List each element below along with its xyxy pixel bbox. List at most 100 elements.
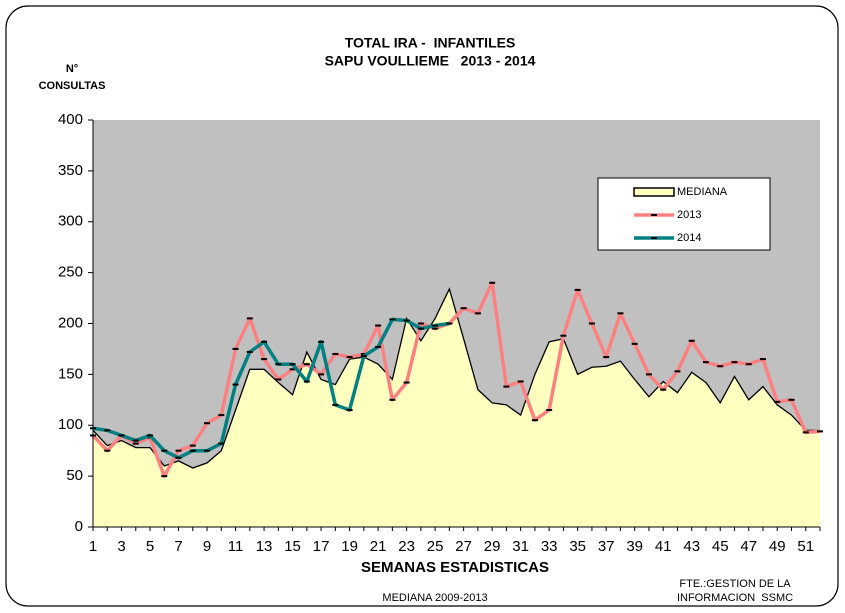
x-tick-label: 43 — [683, 538, 700, 555]
x-tick-label: 3 — [117, 538, 125, 555]
legend-label: 2014 — [677, 232, 701, 244]
marker — [389, 318, 396, 321]
marker — [161, 475, 168, 478]
line — [92, 317, 450, 460]
x-tick-label: 47 — [740, 538, 757, 555]
marker — [246, 350, 253, 353]
x-tick-label: 1 — [89, 538, 97, 555]
marker — [759, 358, 766, 361]
marker — [688, 339, 695, 342]
marker — [275, 378, 282, 381]
marker — [588, 322, 595, 325]
x-tick-label: 31 — [512, 538, 529, 555]
x-tick-label: 35 — [569, 538, 586, 555]
marker — [261, 358, 268, 361]
line — [91, 281, 821, 478]
marker — [731, 361, 738, 364]
marker — [745, 363, 752, 366]
y-tick-label: 0 — [75, 518, 83, 535]
marker — [346, 408, 353, 411]
marker — [774, 400, 781, 403]
x-tick-label: 25 — [427, 538, 444, 555]
x-tick-label: 37 — [598, 538, 615, 555]
y-tick-label: 300 — [58, 213, 83, 230]
marker — [204, 422, 211, 425]
marker — [261, 340, 268, 343]
marker — [332, 353, 339, 356]
marker — [147, 434, 154, 437]
marker — [303, 363, 310, 366]
marker — [560, 334, 567, 337]
legend-marker — [651, 214, 657, 216]
marker — [717, 365, 724, 368]
marker — [360, 355, 367, 358]
marker — [303, 380, 310, 383]
x-tick-label: 23 — [398, 538, 415, 555]
marker — [232, 347, 239, 350]
y-tick-label: 200 — [58, 314, 83, 331]
marker — [631, 342, 638, 345]
marker — [617, 312, 624, 315]
marker — [175, 449, 182, 452]
x-tick-label: 49 — [769, 538, 786, 555]
marker — [104, 429, 111, 432]
x-tick-label: 17 — [313, 538, 330, 555]
marker — [104, 449, 111, 452]
marker — [645, 373, 652, 376]
x-tick-label: 21 — [370, 538, 387, 555]
chart-title: TOTAL IRA - INFANTILES — [345, 35, 516, 51]
marker — [802, 431, 809, 434]
marker — [189, 444, 196, 447]
marker — [817, 430, 823, 433]
x-tick-label: 7 — [174, 538, 182, 555]
y-tick-label: 150 — [58, 365, 83, 382]
marker — [660, 388, 667, 391]
marker — [674, 370, 681, 373]
marker — [788, 398, 795, 401]
marker — [161, 449, 168, 452]
marker — [289, 363, 296, 366]
marker — [546, 408, 553, 411]
x-tick-label: 9 — [203, 538, 211, 555]
marker — [503, 385, 510, 388]
y-label: CONSULTAS — [39, 80, 106, 92]
legend-marker — [651, 237, 657, 239]
x-tick-label: 27 — [455, 538, 472, 555]
marker — [432, 324, 439, 327]
x-tick-label: 11 — [228, 538, 244, 555]
x-label: SEMANAS ESTADISTICAS — [361, 559, 549, 576]
marker — [175, 456, 182, 459]
marker — [432, 327, 439, 330]
x-tick-label: 33 — [541, 538, 558, 555]
legend-label: MEDIANA — [677, 186, 728, 198]
marker — [574, 288, 581, 291]
marker — [603, 356, 610, 359]
marker — [346, 356, 353, 359]
legend — [597, 177, 771, 251]
marker — [489, 281, 496, 284]
marker — [702, 361, 709, 364]
x-tick-label: 41 — [655, 538, 672, 555]
marker — [318, 340, 325, 343]
marker — [531, 419, 538, 422]
source: INFORMACION SSMC — [677, 592, 793, 604]
marker — [446, 322, 453, 325]
marker — [375, 324, 382, 327]
y-label: N° — [66, 63, 78, 75]
marker — [218, 414, 225, 417]
marker — [460, 307, 467, 310]
marker — [232, 383, 239, 386]
y-tick-label: 250 — [58, 264, 83, 281]
marker — [118, 434, 125, 437]
y-tick-label: 50 — [66, 467, 83, 484]
marker — [275, 363, 282, 366]
marker — [204, 449, 211, 452]
x-tick-label: 5 — [146, 538, 154, 555]
marker — [289, 368, 296, 371]
marker — [517, 380, 524, 383]
marker — [403, 319, 410, 322]
marker — [189, 449, 196, 452]
marker — [246, 317, 253, 320]
marker — [318, 373, 325, 376]
